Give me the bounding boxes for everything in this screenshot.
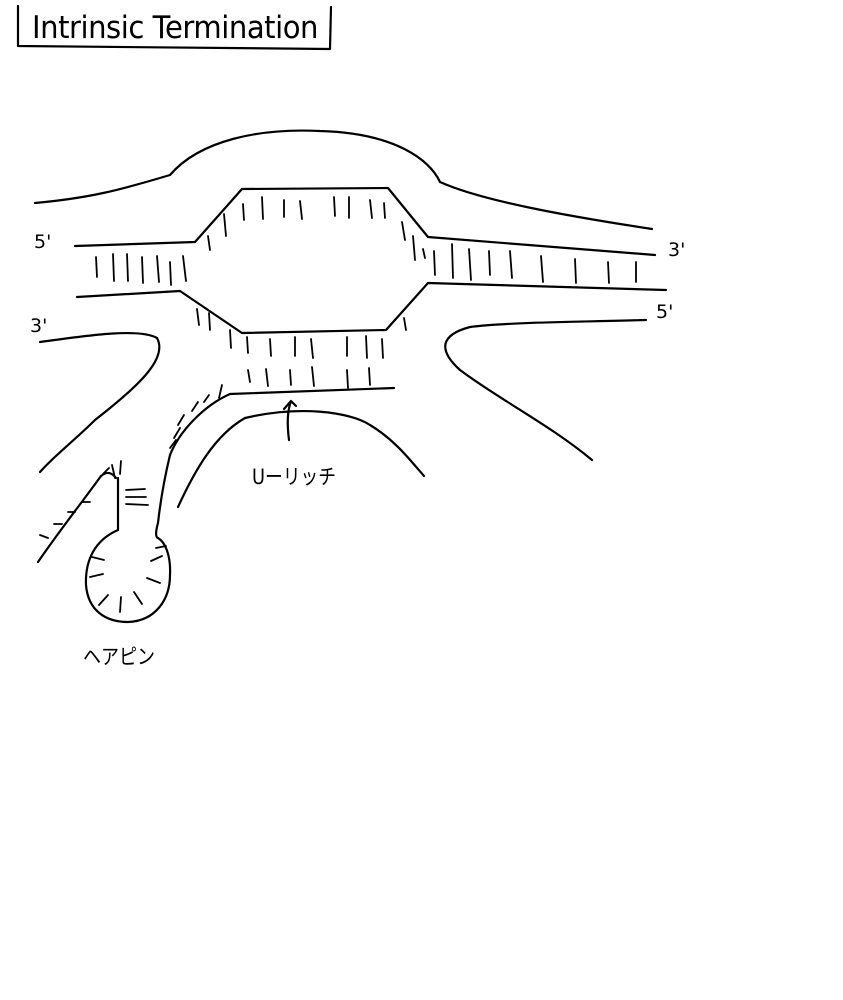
- rna-transcript: [156, 366, 426, 525]
- u-rich-pointer: Uーリッチ: [252, 399, 336, 489]
- rna-polymerase: [33, 129, 654, 474]
- polymerase-lower-right-outline: [444, 318, 648, 462]
- u-rich-arrow: [282, 399, 298, 442]
- bubble-bottom-ticks: [196, 308, 407, 359]
- hairpin-loop-ticks: [89, 545, 167, 613]
- dna-strand-bottom: [75, 281, 668, 335]
- rna-exit-ticks: [169, 384, 223, 449]
- dna-base-pairs-left: [95, 253, 187, 286]
- hairpin-base-pairs: [39, 460, 149, 539]
- title-box-frame: [16, 4, 333, 51]
- dna-top-left-end-label: 5': [34, 231, 51, 253]
- hairpin-loop: [84, 521, 172, 624]
- hairpin-stem-left: [36, 471, 118, 564]
- dna-base-pairs-right: [433, 243, 637, 284]
- dna-template-strand-top: [73, 186, 657, 257]
- hairpin-label: ヘアピン: [83, 645, 155, 669]
- dna-duplex: [73, 186, 668, 359]
- polymerase-lower-left-outline: [38, 331, 161, 474]
- dna-top-right-end-label: 3': [668, 239, 685, 261]
- u-rich-label: Uーリッチ: [252, 465, 336, 489]
- hairpin-structure: ヘアピン: [36, 460, 172, 669]
- dna-bottom-left-end-label: 3': [30, 315, 47, 337]
- page-title: Intrinsic Termination: [32, 10, 318, 46]
- bubble-top-ticks: [207, 196, 426, 261]
- rna-exit-channel-wall: [176, 410, 426, 509]
- strand-end-labels: 5' 3' 3' 5': [30, 231, 685, 337]
- title-box: Intrinsic Termination: [16, 4, 333, 51]
- polymerase-upper-outline: [33, 129, 654, 231]
- rna-strand: [156, 386, 396, 525]
- rna-dna-hybrid-ticks: [247, 366, 371, 389]
- dna-bottom-right-end-label: 5': [656, 301, 673, 323]
